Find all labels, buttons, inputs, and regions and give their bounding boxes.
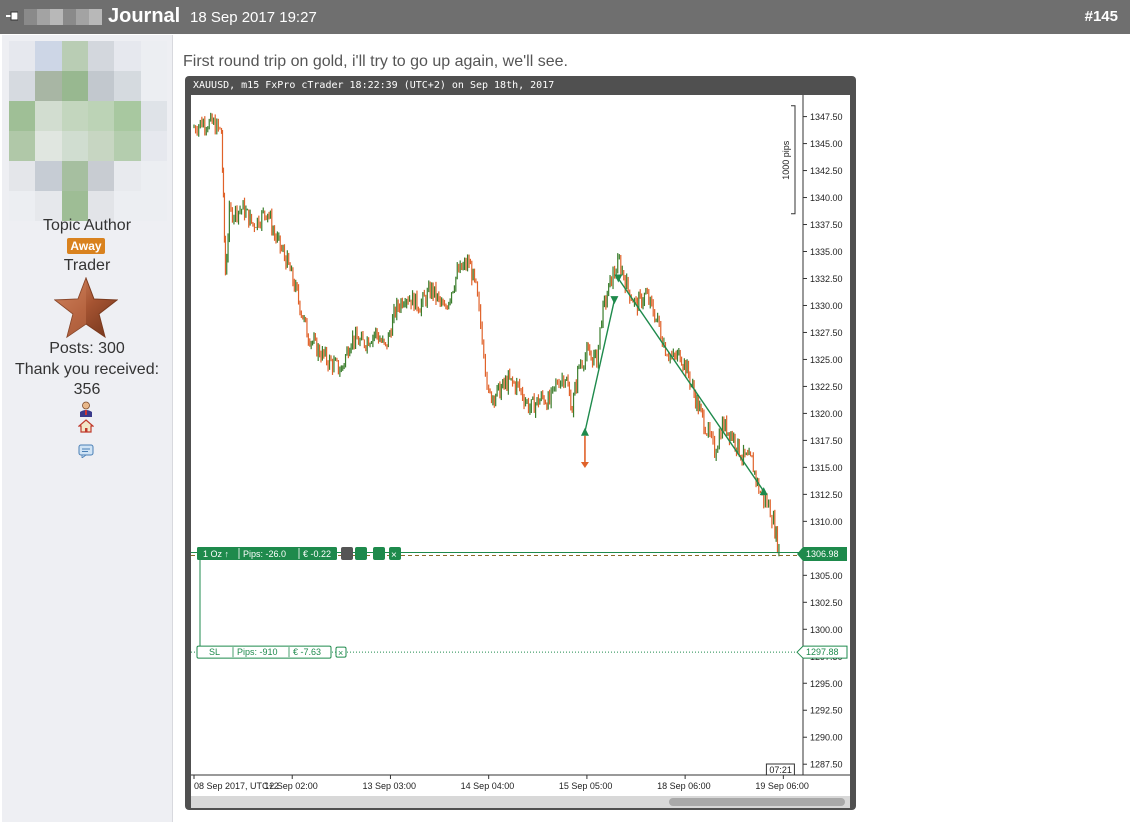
post-header: Journal 18 Sep 2017 19:27 #145 xyxy=(0,0,1130,34)
sl-price-tag xyxy=(796,645,848,659)
thanks-label: Thank you received: xyxy=(14,361,160,378)
trade-line xyxy=(617,278,765,492)
y-tick-label: 1330.00 xyxy=(810,301,843,311)
y-tick-label: 1322.50 xyxy=(810,382,843,392)
sl-label-box xyxy=(196,645,332,659)
position-control-button xyxy=(355,546,367,560)
x-tick-label: 14 Sep 04:00 xyxy=(461,781,515,791)
profile-icon[interactable] xyxy=(79,401,93,417)
sl-profit: € -7.63 xyxy=(293,647,321,657)
y-tick-label: 1320.00 xyxy=(810,409,843,419)
chart-title: XAUUSD, m15 FxPro cTrader 18:22:39 (UTC+… xyxy=(193,80,555,91)
post-body-text: First round trip on gold, i'll try to go… xyxy=(183,53,568,70)
position-size-label: 1 Oz ↑ xyxy=(203,549,229,559)
author-role: Topic Author xyxy=(42,217,132,234)
author-type: Trader xyxy=(63,257,111,274)
x-tick-label: 13 Sep 03:00 xyxy=(362,781,416,791)
topic-title[interactable]: Journal xyxy=(108,5,181,27)
position-price-label: 1306.98 xyxy=(806,549,839,559)
chart-scrollbar-thumb[interactable] xyxy=(669,798,845,806)
price-chart: 1347.50 1345.00 1342.50 1340.00 1337.50 1335.… xyxy=(191,95,850,791)
x-tick-label: 19 Sep 06:00 xyxy=(755,781,809,791)
trade-entry-marker xyxy=(614,274,623,283)
sl-label: SL xyxy=(209,647,220,657)
y-tick-label: 1342.50 xyxy=(810,166,843,176)
y-tick-label: 1300.00 xyxy=(810,625,843,635)
posts-count: Posts: 300 xyxy=(49,340,125,357)
y-tick-label: 1287.50 xyxy=(810,760,843,770)
candles xyxy=(193,112,780,557)
trade-entry-marker xyxy=(580,427,589,436)
trade-line xyxy=(584,299,616,432)
y-tick-label: 1345.00 xyxy=(810,139,843,149)
y-tick-label: 1332.50 xyxy=(810,274,843,284)
position-close-icon: × xyxy=(391,550,397,561)
post-link-icon[interactable] xyxy=(6,11,18,21)
status-badge: Away xyxy=(67,238,105,254)
y-tick-label: 1317.50 xyxy=(810,436,843,446)
post-number[interactable]: #145 xyxy=(1084,8,1118,25)
x-tick-label: 15 Sep 05:00 xyxy=(559,781,613,791)
y-tick-label: 1327.50 xyxy=(810,328,843,338)
position-label-box xyxy=(197,546,337,560)
y-tick-label: 1312.50 xyxy=(810,490,843,500)
sl-close-icon: × xyxy=(338,648,343,658)
chart-plot-area: 1347.50 1345.00 1342.50 1340.00 1337.50 1335.… xyxy=(191,95,850,796)
author-sidebar: Topic Author Away Trader Posts: 300 Than… xyxy=(2,35,173,822)
scale-label: 1000 pips xyxy=(781,140,791,180)
y-tick-label: 1347.50 xyxy=(810,112,843,122)
sl-pips: Pips: -910 xyxy=(237,647,278,657)
sl-close-button xyxy=(335,646,347,658)
y-tick-label: 1310.00 xyxy=(810,517,843,527)
y-tick-label: 1325.00 xyxy=(810,355,843,365)
position-control-button xyxy=(389,546,401,560)
trade-exit-marker xyxy=(610,296,619,305)
x-tick-label: 12 Sep 02:00 xyxy=(264,781,318,791)
position-pips: Pips: -26.0 xyxy=(243,549,286,559)
y-tick-label: 1340.00 xyxy=(810,193,843,203)
y-tick-label: 1302.50 xyxy=(810,598,843,608)
home-icon[interactable] xyxy=(78,419,94,433)
position-control-button xyxy=(373,546,385,560)
y-tick-label: 1315.00 xyxy=(810,463,843,473)
post-date: 18 Sep 2017 19:27 xyxy=(190,9,317,26)
cursor-time-label: 07:21 xyxy=(769,765,792,775)
y-tick-label: 1295.00 xyxy=(810,679,843,689)
y-tick-label: 1337.50 xyxy=(810,220,843,230)
username-blurred xyxy=(24,9,102,25)
position-control-button xyxy=(341,546,353,560)
sl-price-label: 1297.88 xyxy=(806,647,839,657)
x-tick-label: 08 Sep 2017, UTC+2 xyxy=(194,781,279,791)
thanks-count: 356 xyxy=(73,381,101,398)
message-icon[interactable] xyxy=(78,444,94,458)
y-tick-label: 1335.00 xyxy=(810,247,843,257)
trade-exit-marker xyxy=(759,487,768,496)
scale-bracket xyxy=(791,105,796,215)
rank-star-icon xyxy=(54,277,118,339)
position-price-tag xyxy=(797,546,847,561)
sl-marker-arrow xyxy=(580,461,589,468)
x-tick-label: 18 Sep 06:00 xyxy=(657,781,711,791)
y-tick-label: 1292.50 xyxy=(810,706,843,716)
cursor-time-box xyxy=(765,763,795,776)
y-tick-label: 1290.00 xyxy=(810,733,843,743)
position-profit: € -0.22 xyxy=(303,549,331,559)
y-tick-label: 1305.00 xyxy=(810,571,843,581)
avatar[interactable] xyxy=(9,41,167,221)
